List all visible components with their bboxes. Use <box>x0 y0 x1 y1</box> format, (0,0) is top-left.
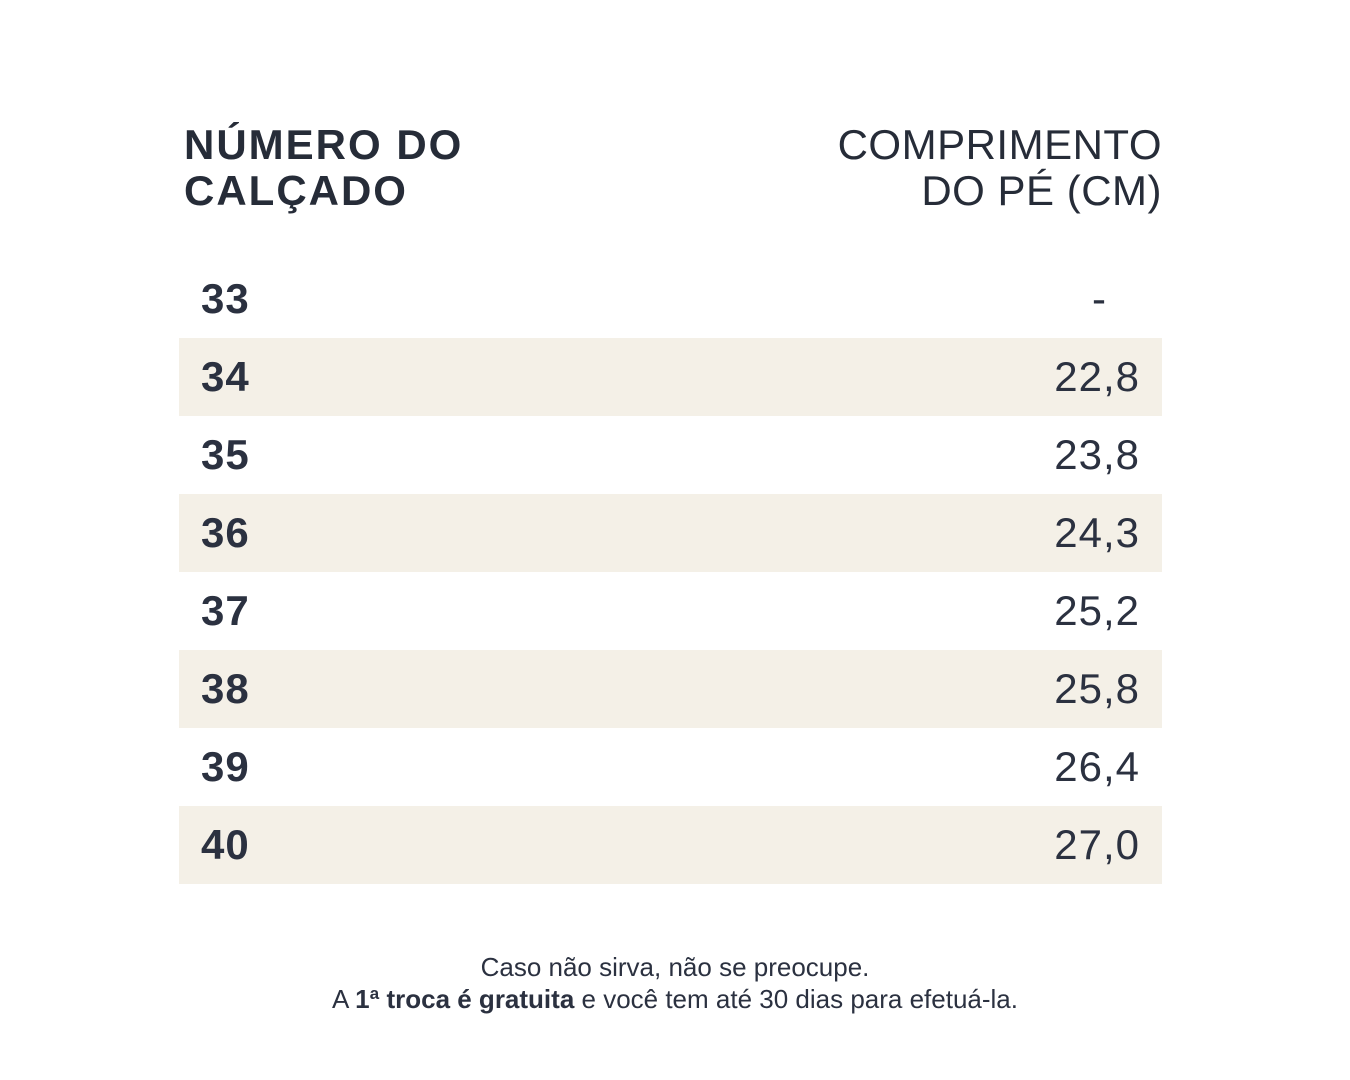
table-row: 37 25,2 <box>179 572 1162 650</box>
foot-length-cell: 23,8 <box>1054 431 1140 478</box>
table-row: 38 25,8 <box>179 650 1162 728</box>
foot-length-cell: 26,4 <box>1054 743 1140 790</box>
foot-length-cell: 22,8 <box>1054 353 1140 400</box>
column-header-foot-length-line1: COMPRIMENTO <box>837 121 1162 168</box>
shoe-size-cell: 38 <box>201 665 250 712</box>
foot-length-cell: 24,3 <box>1054 509 1140 556</box>
shoe-size-cell: 36 <box>201 509 250 556</box>
foot-length-cell: 27,0 <box>1054 821 1140 868</box>
column-header-shoe-number-line1: NÚMERO DO <box>184 121 464 168</box>
shoe-size-cell: 40 <box>201 821 250 868</box>
table-row: 35 23,8 <box>179 416 1162 494</box>
exchange-note-line2-bold: 1ª troca é gratuita <box>355 984 575 1014</box>
table-row: 40 27,0 <box>179 806 1162 884</box>
size-table: 33 - 34 22,8 35 23,8 36 24,3 37 25,2 38 … <box>179 260 1162 884</box>
exchange-note-line1: Caso não sirva, não se preocupe. <box>480 952 870 982</box>
shoe-size-cell: 33 <box>201 275 250 322</box>
table-row: 36 24,3 <box>179 494 1162 572</box>
column-header-foot-length: COMPRIMENTO DO PÉ (CM) <box>838 122 1162 214</box>
foot-length-cell: 25,8 <box>1054 665 1140 712</box>
exchange-note-line2-prefix: A <box>332 984 356 1014</box>
foot-length-cell: 25,2 <box>1054 587 1140 634</box>
column-header-shoe-number-line2: CALÇADO <box>184 167 408 214</box>
exchange-note-line2-suffix: e você tem até 30 dias para efetuá-la. <box>574 984 1019 1014</box>
foot-length-cell: - <box>1092 275 1107 322</box>
column-header-foot-length-line2: DO PÉ (CM) <box>921 167 1162 214</box>
exchange-note-line2: A 1ª troca é gratuita e você tem até 30 … <box>0 983 1350 1015</box>
column-header-shoe-number: NÚMERO DO CALÇADO <box>184 122 463 214</box>
table-row: 34 22,8 <box>179 338 1162 416</box>
table-header: NÚMERO DO CALÇADO COMPRIMENTO DO PÉ (CM) <box>184 122 1162 214</box>
exchange-note: Caso não sirva, não se preocupe. A 1ª tr… <box>0 951 1350 1015</box>
shoe-size-cell: 39 <box>201 743 250 790</box>
table-row: 39 26,4 <box>179 728 1162 806</box>
shoe-size-cell: 37 <box>201 587 250 634</box>
shoe-size-cell: 34 <box>201 353 250 400</box>
table-row: 33 - <box>179 260 1162 338</box>
shoe-size-cell: 35 <box>201 431 250 478</box>
